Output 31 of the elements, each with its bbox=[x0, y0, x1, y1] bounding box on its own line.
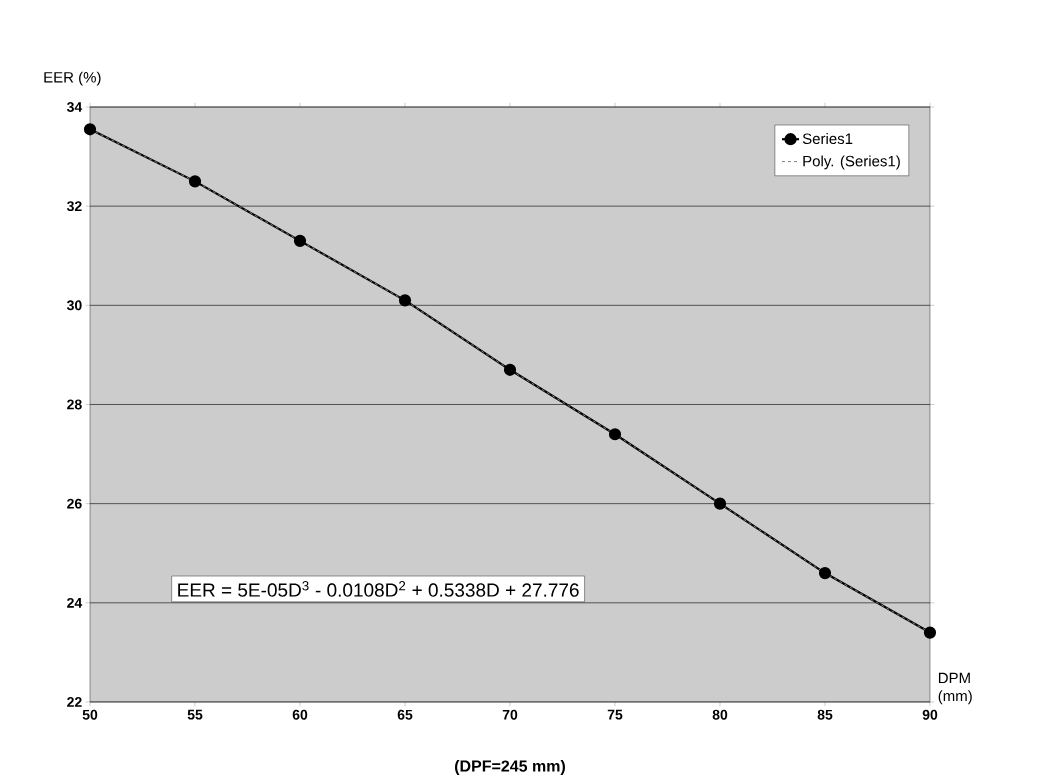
x-tick-label: 60 bbox=[292, 709, 308, 720]
x-tick-label: 50 bbox=[82, 709, 98, 720]
y-tick-label: 32 bbox=[66, 201, 82, 212]
y-tick-label: 34 bbox=[66, 101, 83, 112]
x-tick-label: 85 bbox=[817, 709, 833, 720]
text: (DPF=245 mm) bbox=[455, 759, 565, 775]
y-tick-label: 26 bbox=[67, 498, 82, 509]
point bbox=[818, 566, 832, 580]
x-tick-label: 75 bbox=[607, 709, 623, 720]
y-tick-label: 30 bbox=[66, 300, 82, 311]
x-tick-label: 65 bbox=[397, 709, 413, 720]
x-tick-label: 70 bbox=[502, 709, 518, 720]
point bbox=[713, 497, 727, 510]
point bbox=[398, 294, 412, 307]
annotation: EER = 5E-05D$^{3}$ - 0.0108D$^{2}$ + 0.5338D + 27.776 bbox=[178, 580, 579, 597]
x-tick-label: 80 bbox=[712, 709, 728, 720]
x-axis-title: DPM (mm) bbox=[938, 672, 972, 705]
y-tick-label: 24 bbox=[67, 597, 83, 608]
point bbox=[188, 175, 202, 188]
x-tick-label: 90 bbox=[922, 709, 938, 720]
legend-label: Poly. (Series1) bbox=[803, 155, 900, 170]
y-tick-label: 22 bbox=[67, 696, 82, 707]
point bbox=[293, 234, 307, 247]
x-tick-label: 55 bbox=[187, 709, 203, 720]
y-tick-label: 28 bbox=[67, 399, 82, 410]
point bbox=[83, 123, 97, 136]
point bbox=[608, 428, 622, 441]
legend-label: Series1 bbox=[802, 132, 853, 144]
point bbox=[503, 363, 517, 376]
y-axis-title: EER (%) bbox=[44, 71, 101, 86]
point bbox=[923, 626, 937, 639]
